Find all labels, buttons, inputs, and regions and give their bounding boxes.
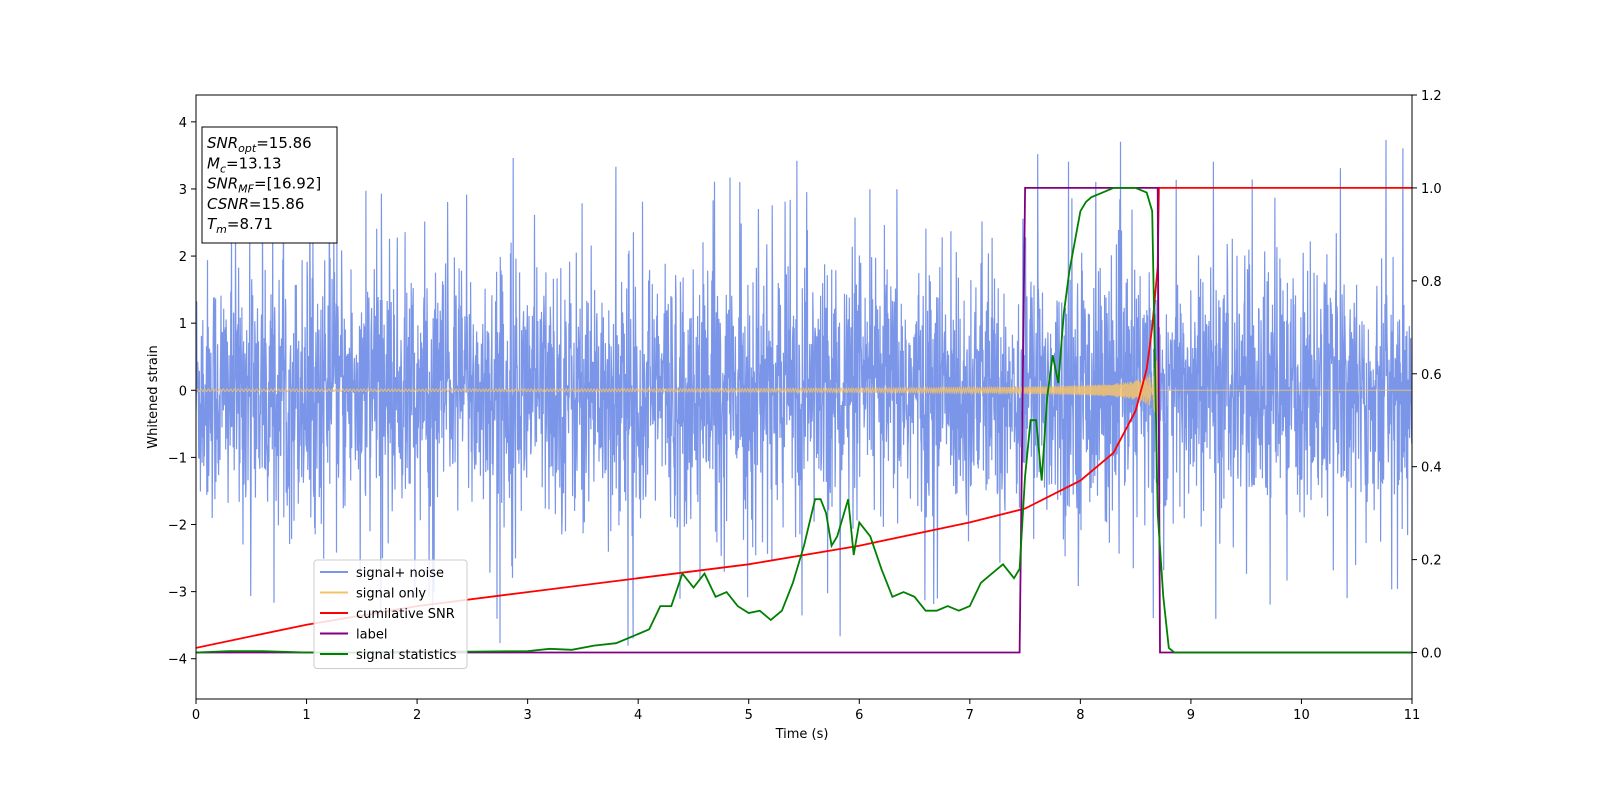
- info-box-frame: [201, 126, 338, 244]
- y-left-tick-label: −3: [168, 586, 187, 601]
- y-left-tick-label: −1: [168, 451, 187, 466]
- series-signal-noise: [196, 137, 1412, 646]
- y-right-tick-label: 0.0: [1421, 647, 1442, 662]
- legend-entry: signal only: [356, 587, 426, 602]
- info-line: SNRMF=[16.92]: [207, 175, 321, 196]
- y-left-tick-label: 4: [179, 116, 187, 131]
- x-axis-label: Time (s): [775, 727, 829, 742]
- legend-entry: label: [356, 628, 387, 643]
- x-tick-label: 1: [302, 708, 310, 723]
- y-right-tick-label: 0.4: [1421, 461, 1442, 476]
- y-right-tick-label: 1.0: [1421, 182, 1442, 197]
- legend-box: [313, 559, 468, 669]
- x-tick-label: 7: [966, 708, 974, 723]
- x-tick-label: 10: [1293, 708, 1310, 723]
- axes: 0 1 2 3 4 5 6 7 8 9 10 11 −4 −3 −2 −1 0 1 2 3 4 0.0 0.2 0.4 0.6 0…: [168, 89, 1442, 723]
- series-signal-statistics: [196, 187, 1412, 654]
- legend-entry: cumilative SNR: [356, 607, 455, 622]
- info-box: SNRopt=15.86Mc=13.13SNRMF=[16.92]CSNR=15…: [201, 126, 338, 244]
- x-tick-label: 8: [1076, 708, 1084, 723]
- y-left-tick-label: −2: [168, 519, 187, 534]
- x-tick-label: 6: [855, 708, 863, 723]
- y-left-tick-label: 3: [179, 183, 187, 198]
- y-left-tick-label: 0: [179, 384, 187, 399]
- plot-frame: [195, 94, 1413, 700]
- y-right-tick-label: 0.2: [1421, 554, 1442, 569]
- series-signal-only: [196, 352, 1412, 420]
- legend-entry: signal statistics: [356, 648, 457, 663]
- info-line: Tm=8.71: [207, 215, 273, 236]
- x-tick-label: 3: [523, 708, 531, 723]
- info-line: SNRopt=15.86: [207, 134, 312, 155]
- y-left-tick-label: 1: [179, 317, 187, 332]
- legend-entry: signal+ noise: [356, 566, 444, 581]
- x-tick-label: 0: [192, 708, 200, 723]
- x-tick-label: 11: [1404, 708, 1421, 723]
- x-tick-label: 4: [634, 708, 642, 723]
- y-right-tick-label: 1.2: [1421, 89, 1442, 104]
- info-line: Mc=13.13: [207, 154, 282, 175]
- x-tick-label: 9: [1187, 708, 1195, 723]
- y-right-tick-label: 0.8: [1421, 275, 1442, 290]
- plot-area: [196, 137, 1412, 654]
- y-left-tick-label: −4: [168, 653, 187, 668]
- x-tick-label: 2: [413, 708, 421, 723]
- y-left-tick-label: 2: [179, 250, 187, 265]
- x-tick-label: 5: [745, 708, 753, 723]
- legend: signal+ noise signal only cumilative SNR la…: [313, 559, 468, 669]
- y-axis-label: Whitened strain: [146, 345, 161, 448]
- info-line: CSNR=15.86: [207, 195, 304, 213]
- y-right-tick-label: 0.6: [1421, 368, 1442, 383]
